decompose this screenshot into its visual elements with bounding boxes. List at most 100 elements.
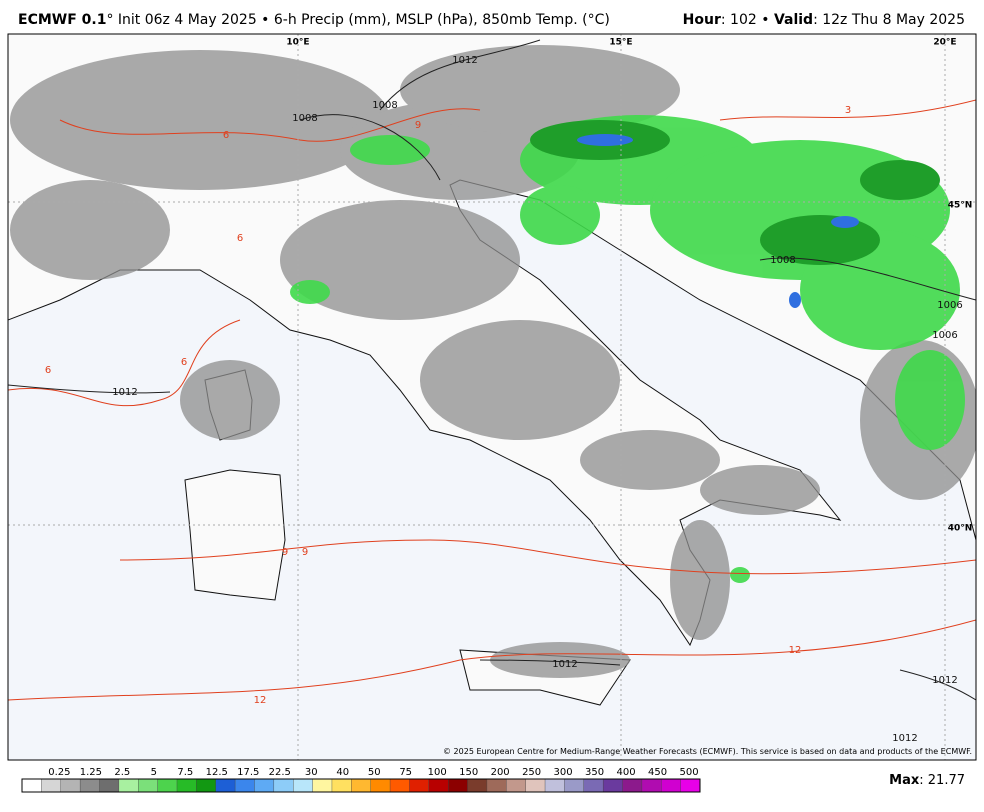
- max: Max: 21.77: [889, 773, 965, 788]
- temp-label: 12: [789, 645, 802, 656]
- colorbar-swatch: [428, 778, 449, 793]
- map-labels: 10°E 15°E 20°E 45°N 40°N 1012 1008 1008 1008 1006…: [45, 38, 972, 745]
- colorbar-swatch: [118, 778, 139, 793]
- colorbar-label: 450: [648, 767, 667, 778]
- colorbar-swatch: [21, 778, 42, 793]
- colorbar-swatch: [41, 778, 62, 793]
- coord-label: 40°N: [948, 524, 973, 534]
- pressure-label: 1006: [932, 330, 957, 341]
- colorbar-swatch: [525, 778, 546, 793]
- temp-contours: [8, 99, 976, 701]
- colorbar: 0.25 1.25 2.5 5 7.5 12.5 17.5 22.5 30 40 50 75 100 15…: [21, 767, 701, 793]
- colorbar-swatch: [138, 778, 159, 793]
- pressure-label: 1008: [372, 100, 397, 111]
- colorbar-label: 5: [151, 767, 157, 778]
- temp-label: 6: [223, 130, 229, 141]
- colorbar-label: 300: [554, 767, 573, 778]
- colorbar-label: 0.25: [48, 767, 70, 778]
- temp-label: 6: [45, 365, 51, 376]
- colorbar-swatch: [486, 778, 507, 793]
- colorbar-label: 350: [585, 767, 604, 778]
- valid-value: : 12z Thu 8 May 2025: [813, 12, 965, 28]
- temp-label: 6: [181, 357, 187, 368]
- colorbar-label: 75: [399, 767, 412, 778]
- max-value: : 21.77: [919, 773, 965, 788]
- colorbar-swatch: [99, 778, 120, 793]
- colorbar-swatch: [622, 778, 643, 793]
- pressure-label: 1012: [112, 387, 137, 398]
- colorbar-label: 100: [428, 767, 447, 778]
- colorbar-label: 500: [679, 767, 698, 778]
- colorbar-label: 1.25: [80, 767, 102, 778]
- precip-very-heavy: [577, 134, 859, 308]
- header-valid: Hour: 102 • Valid: 12z Thu 8 May 2025: [683, 12, 965, 28]
- colorbar-label: 30: [305, 767, 318, 778]
- colorbar-label: 12.5: [206, 767, 228, 778]
- coord-label: 10°E: [286, 38, 309, 48]
- pressure-label: 1012: [932, 675, 957, 686]
- colorbar-swatch: [680, 778, 701, 793]
- valid-label: Valid: [774, 12, 813, 28]
- colorbar-label: 200: [491, 767, 510, 778]
- colorbar-swatch: [312, 778, 333, 793]
- coord-label: 45°N: [948, 201, 973, 211]
- colorbar-label: 400: [617, 767, 636, 778]
- coord-label: 20°E: [933, 38, 956, 48]
- pressure-label: 1012: [552, 659, 577, 670]
- max-label: Max: [889, 773, 920, 788]
- title-rest: ° Init 06z 4 May 2025 • 6-h Precip (mm),…: [106, 12, 609, 28]
- colorbar-swatch: [79, 778, 100, 793]
- colorbar-label: 17.5: [237, 767, 259, 778]
- pressure-label: 1012: [892, 733, 917, 744]
- map: 10°E 15°E 20°E 45°N 40°N 1012 1008 1008 1008 1006…: [7, 33, 977, 761]
- pressure-label: 1008: [770, 255, 795, 266]
- colorbar-frame: [21, 778, 701, 793]
- colorbar-swatch: [370, 778, 391, 793]
- pressure-label: 1012: [452, 55, 477, 66]
- colorbar-swatch: [215, 778, 236, 793]
- coord-label: 15°E: [609, 38, 632, 48]
- colorbar-label: 50: [368, 767, 381, 778]
- graticule: [8, 34, 976, 760]
- colorbar-swatch: [176, 778, 197, 793]
- colorbar-swatch: [273, 778, 294, 793]
- colorbar-swatch: [641, 778, 662, 793]
- colorbar-label: 2.5: [114, 767, 130, 778]
- header-title: ECMWF 0.1° Init 06z 4 May 2025 • 6-h Pre…: [18, 12, 610, 28]
- colorbar-swatch: [661, 778, 682, 793]
- colorbar-swatch: [602, 778, 624, 793]
- pressure-contours: [8, 39, 976, 701]
- pressure-label: 1006: [937, 300, 962, 311]
- colorbar-swatch: [351, 778, 372, 793]
- colorbar-swatch: [506, 778, 527, 793]
- colorbar-swatch: [447, 778, 469, 793]
- temp-label: 6: [237, 233, 243, 244]
- temp-label: 9: [302, 547, 308, 558]
- colorbar-swatch: [234, 778, 255, 793]
- colorbar-swatch: [60, 778, 81, 793]
- colorbar-swatch: [409, 778, 430, 793]
- pressure-label: 1008: [292, 113, 317, 124]
- colorbar-label: 250: [522, 767, 541, 778]
- colorbar-label: 150: [459, 767, 478, 778]
- map-frame: [7, 33, 977, 761]
- land-sardinia: [184, 469, 286, 601]
- colorbar-swatch: [467, 778, 488, 793]
- title-bold: ECMWF 0.1: [18, 12, 106, 28]
- colorbar-swatch: [196, 778, 217, 793]
- colorbar-label: 22.5: [269, 767, 291, 778]
- temp-label: 9: [282, 547, 288, 558]
- temp-label: 3: [845, 105, 851, 116]
- colorbar-label: 7.5: [177, 767, 193, 778]
- precip-light: [10, 45, 976, 678]
- hour-value: : 102 •: [721, 12, 774, 28]
- colorbar-swatch: [583, 778, 604, 793]
- colorbar-swatch: [564, 778, 585, 793]
- colorbar-swatch: [293, 778, 314, 793]
- temp-label: 9: [415, 120, 421, 131]
- colorbar-swatch: [544, 778, 565, 793]
- colorbar-label: 40: [336, 767, 349, 778]
- colorbar-swatch: [157, 778, 178, 793]
- colorbar-swatch: [331, 778, 352, 793]
